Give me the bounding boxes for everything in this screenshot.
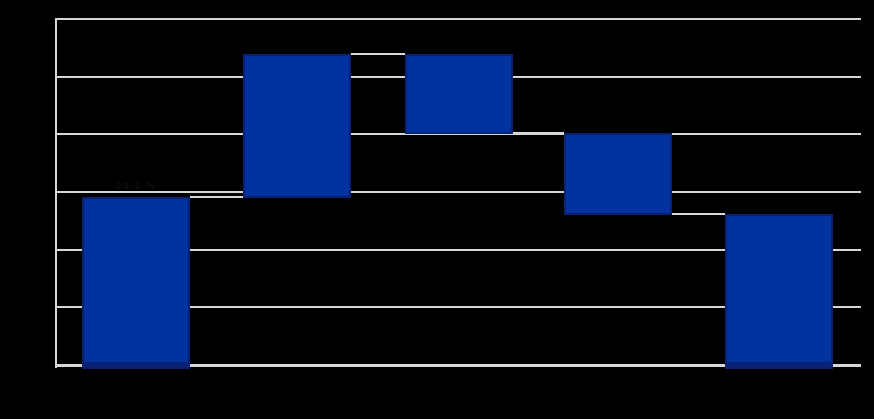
waterfall-bar-1 xyxy=(82,197,190,369)
waterfall-bar-5 xyxy=(725,214,833,369)
gridline-20 xyxy=(56,249,861,251)
connector-line-3 xyxy=(513,132,564,134)
waterfall-bar-4 xyxy=(564,133,672,215)
connector-line-1 xyxy=(190,196,243,198)
x-axis-spine xyxy=(55,365,861,367)
bar-data-label: 29.1 % xyxy=(115,181,157,192)
waterfall-bar-2 xyxy=(243,54,351,198)
connector-line-2 xyxy=(351,53,405,55)
gridline-60 xyxy=(56,18,861,20)
gridline-40 xyxy=(56,133,861,135)
gridline-30 xyxy=(56,191,861,193)
waterfall-bar-3 xyxy=(405,54,513,134)
connector-line-4 xyxy=(672,213,725,215)
gridline-10 xyxy=(56,306,861,308)
y-axis-spine xyxy=(55,18,57,368)
